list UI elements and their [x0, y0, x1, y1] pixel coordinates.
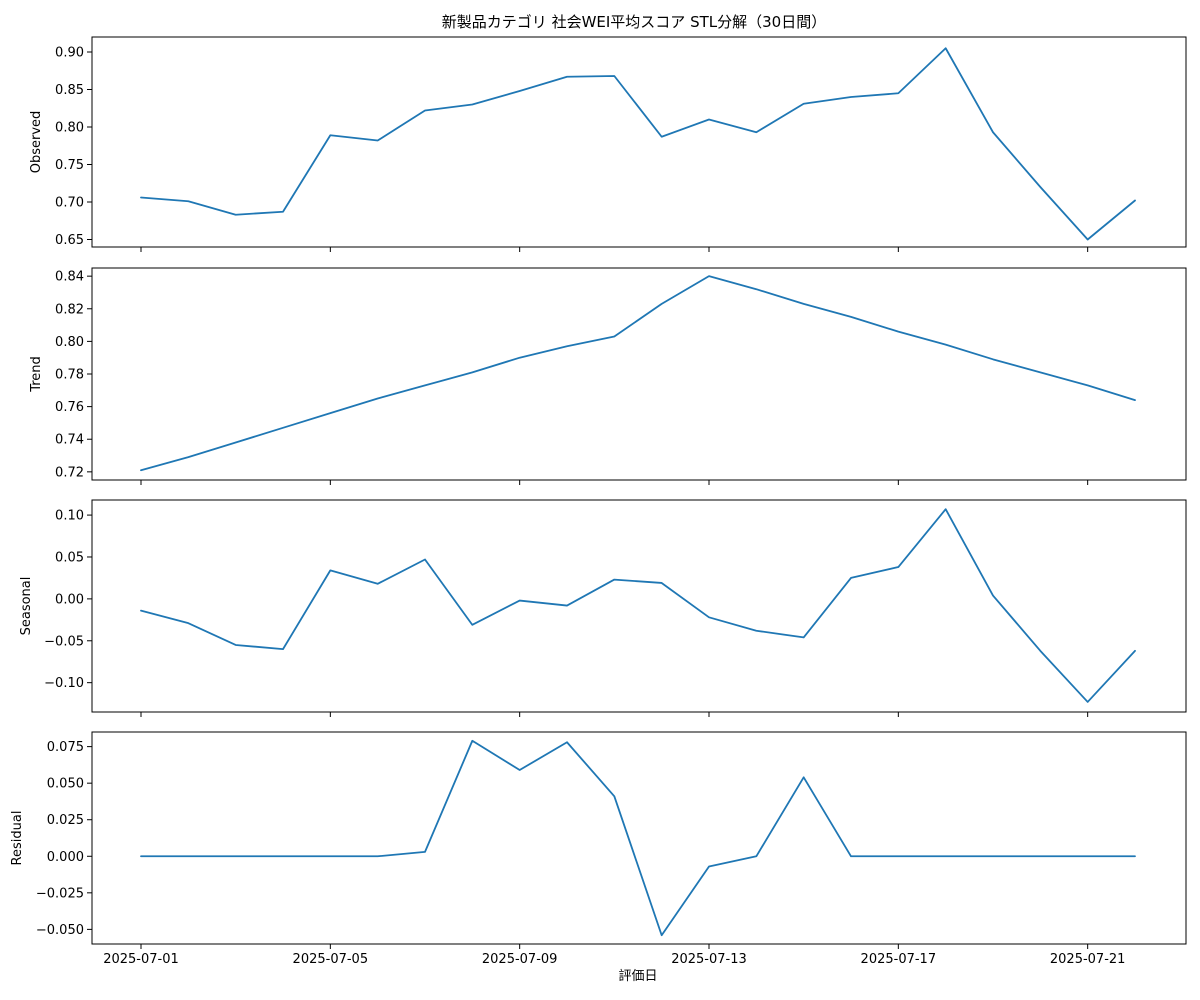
y-tick-label: −0.025	[36, 886, 84, 901]
y-tick-label: 0.75	[55, 158, 84, 173]
panel-frame	[91, 731, 1187, 945]
y-tick-label: 0.80	[55, 121, 84, 136]
series-line-observed	[140, 47, 1136, 241]
x-axis-label: 評価日	[618, 969, 657, 984]
x-tick-label: 2025-07-05	[293, 952, 369, 967]
panel-observed: 0.65 0.70 0.75 0.80 0.85 0.90 Observed	[29, 36, 1187, 252]
panel-trend: 0.72 0.74 0.76 0.78 0.80 0.82 0.84 Trend	[29, 267, 1187, 485]
y-tick-label: 0.82	[55, 302, 84, 317]
y-tick-label: 0.90	[55, 46, 84, 61]
panel-seasonal: −0.10 −0.05 0.00 0.05 0.10 Seasonal	[19, 499, 1187, 717]
x-tick-label: 2025-07-09	[482, 952, 558, 967]
y-tick-label: 0.74	[55, 433, 84, 448]
y-tick-label: 0.84	[55, 270, 84, 285]
panel-frame	[91, 267, 1187, 481]
y-tick-label: 0.00	[55, 592, 84, 607]
y-tick-label: 0.000	[47, 850, 84, 865]
panel-frame	[91, 499, 1187, 713]
y-tick-label: 0.78	[55, 368, 84, 383]
y-tick-label: 0.65	[55, 233, 84, 248]
y-tick-label: 0.72	[55, 465, 84, 480]
panel-residual: −0.050 −0.025 0.000 0.025 0.050 0.075 2025-07-…	[10, 731, 1187, 967]
y-tick-label: 0.80	[55, 335, 84, 350]
series-line-residual	[140, 739, 1136, 937]
y-tick-label: −0.10	[44, 676, 84, 691]
y-tick-label: 0.025	[47, 813, 84, 828]
y-axis-label-trend: Trend	[29, 356, 44, 393]
chart-title: 新製品カテゴリ 社会WEI平均スコア STL分解（30日間）	[442, 13, 826, 31]
y-tick-label: −0.050	[36, 923, 84, 938]
y-tick-label: 0.10	[55, 509, 84, 524]
x-tick-label: 2025-07-13	[671, 952, 747, 967]
y-tick-label: 0.075	[47, 740, 84, 755]
y-tick-label: −0.05	[44, 634, 84, 649]
series-line-trend	[140, 275, 1136, 472]
y-tick-label: 0.050	[47, 777, 84, 792]
x-tick-label: 2025-07-17	[861, 952, 937, 967]
x-tick-label: 2025-07-21	[1050, 952, 1126, 967]
panel-frame	[91, 36, 1187, 248]
y-axis-label-observed: Observed	[29, 111, 44, 174]
x-tick-label: 2025-07-01	[103, 952, 179, 967]
series-line-seasonal	[140, 508, 1136, 703]
y-tick-label: 0.05	[55, 550, 84, 565]
y-axis-label-residual: Residual	[10, 811, 25, 866]
y-tick-label: 0.85	[55, 83, 84, 98]
y-tick-label: 0.76	[55, 400, 84, 415]
y-axis-label-seasonal: Seasonal	[19, 577, 34, 636]
y-tick-label: 0.70	[55, 196, 84, 211]
